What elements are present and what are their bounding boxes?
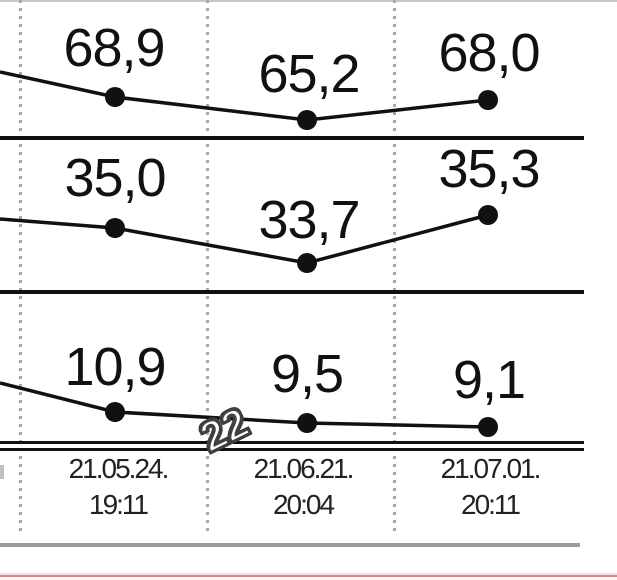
value-label-top-1: 68,9	[63, 18, 165, 78]
x-axis-line-upper	[0, 441, 584, 444]
value-label-middle-2: 33,7	[258, 190, 360, 250]
series-line-bottom	[0, 381, 489, 429]
value-label-bottom-2: 9,5	[270, 344, 344, 404]
clipped-label-fragment	[0, 465, 4, 479]
series-line-top	[0, 70, 489, 122]
x-tick-1-date: 21.05.24.	[68, 453, 170, 484]
value-label-top-2: 65,2	[258, 44, 360, 104]
data-point	[478, 417, 498, 437]
bottom-accent-halo	[0, 573, 617, 575]
panel-separator-2	[0, 290, 584, 294]
x-tick-3-time: 20:11	[461, 489, 521, 520]
x-tick-1: 21.05.24. 19:11	[18, 451, 218, 523]
x-tick-3: 21.07.01. 20:11	[390, 451, 590, 523]
value-label-bottom-1: 10,9	[64, 337, 166, 397]
vertical-gridline-2	[206, 0, 209, 533]
data-point	[297, 110, 317, 130]
x-tick-2-date: 21.06.21.	[253, 453, 355, 484]
vertical-gridline-1	[19, 0, 22, 533]
x-tick-1-time: 19:11	[89, 489, 149, 520]
data-point	[105, 402, 125, 422]
x-tick-2: 21.06.21. 20:04	[203, 451, 403, 523]
value-label-top-3: 68,0	[438, 23, 540, 83]
data-point	[478, 205, 498, 225]
data-point	[478, 90, 498, 110]
value-label-middle-3: 35,3	[438, 139, 540, 199]
x-tick-3-date: 21.07.01.	[440, 453, 542, 484]
value-label-bottom-3: 9,1	[452, 350, 526, 410]
value-label-middle-1: 35,0	[64, 148, 166, 208]
data-point	[105, 218, 125, 238]
x-axis-line-lower	[0, 448, 584, 451]
vertical-gridline-3	[393, 0, 396, 533]
data-point	[297, 253, 317, 273]
x-tick-2-time: 20:04	[272, 489, 335, 520]
bottom-accent-line	[0, 575, 617, 577]
plot-top-border	[0, 0, 617, 2]
data-point	[105, 87, 125, 107]
series-line-middle	[0, 213, 489, 265]
data-point	[297, 413, 317, 433]
panel-separator-1	[0, 136, 584, 140]
bottom-gray-rule	[0, 543, 580, 547]
